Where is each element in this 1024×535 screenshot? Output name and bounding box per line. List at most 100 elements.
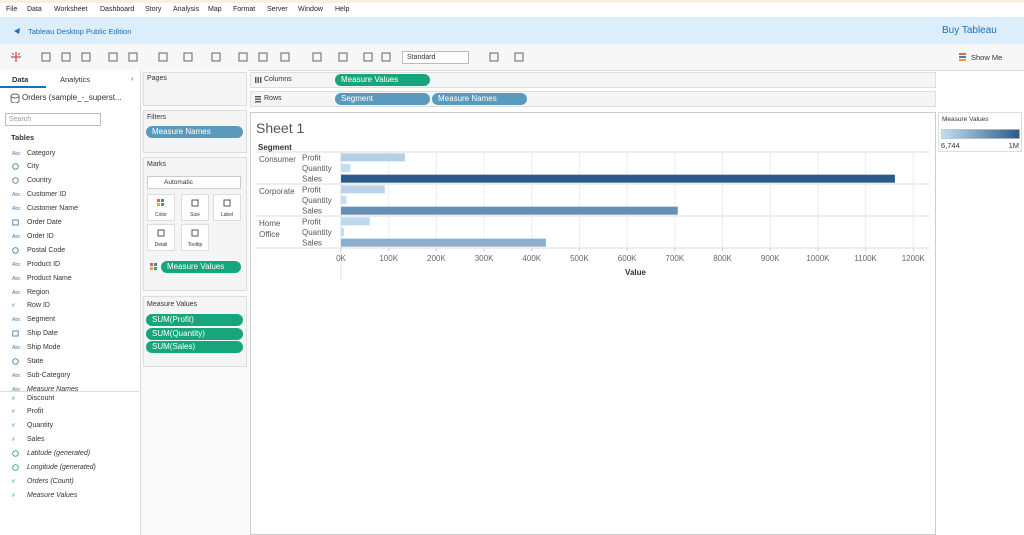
field-name[interactable]: Customer Name xyxy=(27,205,78,213)
shelf-pill[interactable]: Measure Values xyxy=(335,74,430,86)
data-pane xyxy=(0,70,141,535)
menu-item[interactable]: File xyxy=(6,6,18,13)
search-box[interactable]: Search xyxy=(5,113,101,126)
collapse-arrow[interactable]: ‹ xyxy=(131,74,134,83)
shelf-glyph xyxy=(257,77,259,83)
field-name[interactable]: Discount xyxy=(27,394,55,402)
menu-item[interactable]: Map xyxy=(208,6,222,13)
toolbar-button[interactable] xyxy=(40,51,52,63)
field-name[interactable]: Measure Values xyxy=(27,491,78,499)
toolbar-button[interactable] xyxy=(237,51,249,63)
filter-pill[interactable]: Measure Names xyxy=(146,126,243,138)
field-icon: Abc xyxy=(12,261,21,268)
marks-button[interactable]: Color xyxy=(147,194,175,221)
toolbar-button[interactable] xyxy=(257,51,269,63)
field-name[interactable]: Order ID xyxy=(27,232,54,240)
marks-button-label: Size xyxy=(190,212,200,218)
field-name[interactable]: Product Name xyxy=(27,274,72,282)
menu-item[interactable]: Server xyxy=(267,6,288,13)
toolbar-button[interactable] xyxy=(60,51,72,63)
mark-type-dropdown[interactable]: Automatic xyxy=(147,176,241,189)
db-icon xyxy=(10,96,20,103)
toolbar-button[interactable] xyxy=(337,51,349,63)
data-source[interactable]: Orders (sample_-_superst... xyxy=(22,93,122,102)
toolbar-button[interactable] xyxy=(279,51,291,63)
field-name[interactable]: Postal Code xyxy=(27,246,66,254)
field-name[interactable]: City xyxy=(27,163,40,171)
measure-pill[interactable]: SUM(Quantity) xyxy=(146,327,243,340)
marks-button[interactable]: Label xyxy=(213,194,241,221)
show-me-button[interactable]: Show Me xyxy=(971,53,1003,62)
header-bar xyxy=(0,17,1024,44)
field-name[interactable]: Ship Date xyxy=(27,330,58,338)
menu-item[interactable]: Worksheet xyxy=(54,6,88,13)
tableau-logo xyxy=(14,28,20,34)
field-name[interactable]: Latitude (generated) xyxy=(27,450,91,458)
marks-button-label: Color xyxy=(155,212,167,218)
menu-item[interactable]: Format xyxy=(233,6,256,13)
toolbar-button[interactable] xyxy=(127,51,139,63)
toolbar-icon xyxy=(312,52,322,62)
menu-item[interactable]: Analysis xyxy=(173,6,200,13)
field-icon: # xyxy=(12,478,15,485)
bar xyxy=(341,206,678,215)
field-name[interactable]: Sub-Category xyxy=(27,371,71,379)
data-tab[interactable]: Data xyxy=(12,75,29,84)
toolbar-button[interactable] xyxy=(380,51,392,63)
toolbar-button[interactable] xyxy=(80,51,92,63)
field-name[interactable]: State xyxy=(27,358,44,365)
menu-item[interactable]: Story xyxy=(145,6,162,13)
fit-dropdown[interactable]: Standard xyxy=(402,51,469,64)
measure-pill[interactable]: SUM(Sales) xyxy=(146,341,243,353)
field-name[interactable]: Profit xyxy=(27,408,44,416)
shelf-glyph xyxy=(255,98,261,100)
toolbar-button[interactable] xyxy=(210,51,222,63)
toolbar-icon xyxy=(158,52,168,62)
field-name[interactable]: Category xyxy=(27,149,56,157)
shelf-label: Columns xyxy=(264,76,292,83)
field-name[interactable]: Measure Names xyxy=(27,385,79,393)
field-name[interactable]: Customer ID xyxy=(27,191,67,199)
bar xyxy=(341,174,895,183)
legend-max: 1M xyxy=(1008,141,1019,150)
field-name[interactable]: Product ID xyxy=(27,260,61,268)
measure-pill[interactable]: SUM(Profit) xyxy=(146,314,243,326)
marks-button[interactable]: Size xyxy=(181,194,209,221)
toolbar-button[interactable] xyxy=(182,51,194,63)
menu-item[interactable]: Help xyxy=(335,6,350,13)
field-name[interactable]: Order Date xyxy=(27,219,62,226)
x-tick-label: 300K xyxy=(475,254,494,263)
menu-item[interactable]: Window xyxy=(298,6,323,13)
field-name[interactable]: Orders (Count) xyxy=(27,477,74,485)
analytics-tab[interactable]: Analytics xyxy=(60,75,91,84)
field-name[interactable]: Ship Mode xyxy=(27,344,61,352)
buy-button[interactable]: Buy Tableau xyxy=(942,25,997,36)
marks-button[interactable]: Tooltip xyxy=(181,224,209,251)
toolbar-button[interactable] xyxy=(107,51,119,63)
menu-item[interactable]: Dashboard xyxy=(100,6,135,13)
shelf-pill[interactable]: Measure Names xyxy=(432,93,527,105)
shelf-pill[interactable]: Segment xyxy=(335,93,430,105)
toolbar-button[interactable] xyxy=(362,51,374,63)
x-tick-label: 1000K xyxy=(806,254,830,263)
toolbar-button[interactable] xyxy=(488,51,500,63)
marks-button-icon xyxy=(157,199,164,206)
field-name[interactable]: Longitude (generated) xyxy=(27,464,96,471)
marks-button[interactable]: Detail xyxy=(147,224,175,251)
field-name[interactable]: Country xyxy=(27,177,52,185)
shelf-glyph xyxy=(255,96,261,98)
toolbar-icon xyxy=(363,52,373,62)
toolbar-button[interactable] xyxy=(157,51,169,63)
field-name[interactable]: Sales xyxy=(27,436,45,444)
color-encoding-icon xyxy=(150,263,157,270)
field-name[interactable]: Quantity xyxy=(27,422,54,430)
field-name[interactable]: Segment xyxy=(27,316,56,324)
marks-pill[interactable]: Measure Values xyxy=(161,261,241,273)
field-name[interactable]: Row ID xyxy=(27,302,50,310)
globe-icon xyxy=(12,358,19,365)
x-axis-title: Value xyxy=(625,268,646,277)
menu-item[interactable]: Data xyxy=(27,6,42,13)
field-name[interactable]: Region xyxy=(27,288,50,296)
toolbar-button[interactable] xyxy=(311,51,323,63)
toolbar-button[interactable] xyxy=(513,51,525,63)
